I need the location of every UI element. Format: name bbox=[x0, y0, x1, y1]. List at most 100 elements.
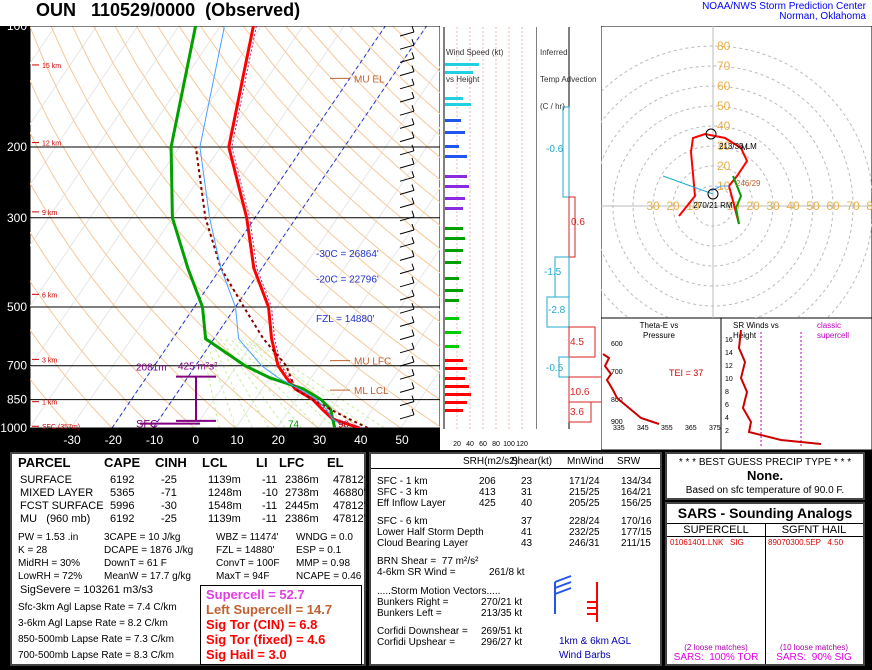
parcel-cell: 46880' bbox=[333, 487, 366, 499]
height-label: SFC (357m) bbox=[42, 424, 80, 431]
wind-tick-label: 80 bbox=[492, 441, 500, 448]
wind-bar bbox=[445, 345, 459, 348]
dry-adiabat bbox=[178, 26, 440, 298]
sounding-lines bbox=[169, 26, 369, 428]
temperature-label: -20 bbox=[105, 433, 123, 447]
barb-flag bbox=[411, 78, 415, 85]
kin-cell: 31 bbox=[521, 487, 533, 498]
barb-flag bbox=[411, 131, 415, 138]
srw-y-tick: 14 bbox=[725, 350, 733, 357]
srw-supercell: supercell bbox=[817, 331, 849, 340]
lapse-rate: 3-6km Agl Lapse Rate = 8.2 C/km bbox=[18, 618, 168, 629]
kin-cell: 134/34 bbox=[621, 476, 652, 487]
mean-wind-label: 246/29 bbox=[736, 179, 761, 188]
parcel-header: PARCEL bbox=[18, 455, 71, 470]
param-cell: LowRH = 72% bbox=[18, 571, 83, 582]
barb-staff bbox=[399, 295, 415, 301]
theta-frame bbox=[601, 318, 721, 450]
theta-x-tick: 355 bbox=[661, 425, 673, 432]
parcel-cell: -11 bbox=[262, 474, 278, 486]
moist-adiabat bbox=[210, 338, 253, 428]
kin-cell: 246/31 bbox=[569, 538, 600, 549]
wind-bar bbox=[445, 261, 461, 264]
parcel-cell: 6192 bbox=[110, 513, 135, 525]
temperature-label: 40 bbox=[354, 433, 368, 447]
barb-staff bbox=[399, 71, 415, 77]
kin-cell: 232/25 bbox=[569, 527, 600, 538]
pressure-labels: 100 200 300 500 700 850 1000 bbox=[0, 26, 27, 435]
adv-value: 0.6 bbox=[571, 217, 585, 228]
isotherm bbox=[152, 26, 428, 428]
theta-x-tick: 345 bbox=[637, 425, 649, 432]
wind-bar bbox=[445, 207, 463, 210]
composite-index: Sig Tor (CIN) = 6.8 bbox=[206, 617, 318, 632]
height-label: 12 km bbox=[42, 141, 61, 148]
wind-bar bbox=[445, 145, 459, 148]
parcel-cell: 2386m bbox=[285, 474, 319, 486]
theta-y-tick: 900 bbox=[611, 419, 623, 426]
temperature-label: 10 bbox=[230, 433, 244, 447]
temperature-label: 0 bbox=[192, 433, 199, 447]
barb-staff bbox=[399, 361, 415, 367]
wind-bar bbox=[445, 227, 463, 230]
level-annotations: MU EL MU LFC ML LCL -30C = 26864' -20C = 227… bbox=[136, 74, 391, 430]
temperature-label: 20 bbox=[272, 433, 286, 447]
barb-staff bbox=[399, 242, 415, 248]
sars-col-hail: SGFNT HAIL bbox=[781, 524, 847, 536]
hodo-y-label: 20 bbox=[717, 159, 731, 173]
barb-staff bbox=[399, 321, 415, 327]
param-cell: ConvT = 100F bbox=[216, 558, 280, 569]
sars-panel: SARS - Sounding Analogs SUPERCELL SGFNT … bbox=[665, 502, 865, 666]
wind-bar bbox=[445, 71, 473, 74]
barb-flag bbox=[411, 303, 415, 310]
barb-flag bbox=[411, 250, 415, 257]
hodo-y-label: 40 bbox=[717, 119, 731, 133]
sr-wind-label: 4-6km SR Wind = bbox=[377, 567, 456, 578]
parcel-header: CAPE bbox=[104, 455, 141, 470]
hodo-y-label: 30 bbox=[717, 139, 731, 153]
sars-result-hail: SARS: 90% SIG bbox=[776, 652, 852, 663]
org-credit: NOAA/NWS Storm Prediction Center Norman,… bbox=[702, 2, 866, 22]
theta-title: Theta-E vs bbox=[640, 321, 679, 330]
wind-bar bbox=[445, 185, 469, 188]
barb-flag bbox=[411, 157, 415, 165]
hodo-x-label: 80 bbox=[866, 199, 872, 213]
kin-cell: 40 bbox=[521, 498, 533, 509]
sars-result-supercell: SARS: 100% TOR bbox=[673, 652, 759, 663]
barb-1km-flag bbox=[554, 575, 572, 583]
kin-header: Shear(kt) bbox=[511, 456, 553, 467]
barb-flag bbox=[411, 39, 415, 46]
parcel-cell: -71 bbox=[161, 487, 177, 499]
pressure-label: 100 bbox=[7, 26, 27, 33]
barb-flag bbox=[411, 184, 415, 191]
wind-bar bbox=[445, 359, 463, 362]
barb-staff bbox=[399, 203, 415, 209]
kin-cell: Cloud Bearing Layer bbox=[377, 538, 469, 549]
sars-loose-hail: (10 loose matches) bbox=[779, 643, 849, 652]
barb-staff bbox=[399, 57, 415, 63]
adv-box bbox=[568, 401, 592, 423]
barb-staff bbox=[399, 97, 415, 103]
precip-value: None. bbox=[746, 468, 784, 483]
kin-header: SRH(m2/s2) bbox=[463, 456, 519, 467]
barb-flag bbox=[411, 369, 415, 376]
wind-bar bbox=[445, 385, 469, 388]
sfc-temp-label: 90 bbox=[338, 419, 350, 430]
mu-el-label: MU EL bbox=[354, 74, 385, 85]
barb-staff bbox=[399, 31, 415, 37]
barb-1km-flag bbox=[554, 587, 572, 595]
tei-label: TEI = 37 bbox=[669, 368, 703, 378]
isotherm bbox=[30, 26, 139, 186]
isotherm bbox=[30, 26, 98, 125]
barb-staff bbox=[399, 414, 415, 420]
barb-flag bbox=[411, 223, 415, 231]
ml-lcl-label: ML LCL bbox=[354, 386, 389, 397]
lm-marker bbox=[705, 128, 717, 140]
parcel-header: LCL bbox=[202, 455, 228, 470]
pressure-label: 200 bbox=[7, 140, 27, 154]
storm-motion-m: M bbox=[741, 143, 748, 152]
kin-cell: Lower Half Storm Depth bbox=[377, 527, 484, 538]
srw-line bbox=[737, 329, 822, 445]
temperature-label: 50 bbox=[395, 433, 409, 447]
